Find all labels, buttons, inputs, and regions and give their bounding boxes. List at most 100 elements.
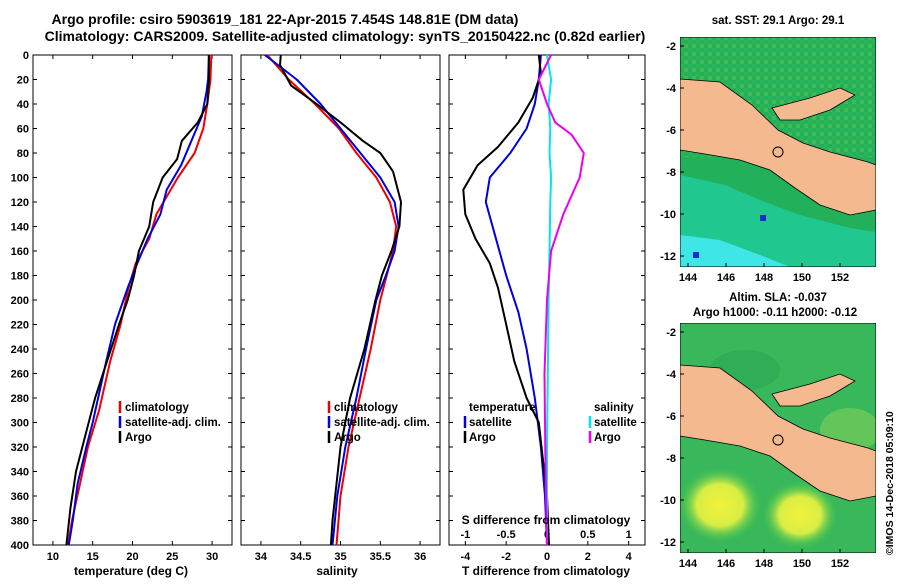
sla-map-axes: 144 146 148 150 152 -2 -4 -6 -8 -10 -12 bbox=[660, 327, 849, 570]
difference-panel: -4 -2 0 2 4-1 -0.5 0 0.5 1 bbox=[448, 54, 646, 563]
imos-watermark: ©IMOS 14-Dec-2018 05:09:10 bbox=[884, 411, 896, 555]
sla-map-subtitle: Argo h1000: -0.11 h2000: -0.12 bbox=[693, 307, 857, 319]
x2-tick-label: 0.5 bbox=[580, 529, 595, 541]
map-x-tick-label: 144 bbox=[679, 558, 698, 570]
map-x-tick-label: 148 bbox=[755, 272, 773, 284]
x-tick-label: 35 bbox=[334, 551, 346, 563]
difference-x2label: S difference from climatology bbox=[462, 513, 631, 527]
x-tick-label: 10 bbox=[47, 551, 59, 563]
depth-tick-label: 120 bbox=[11, 197, 29, 209]
map-y-tick-label: -4 bbox=[666, 369, 677, 381]
depth-tick-label: 320 bbox=[11, 442, 29, 454]
depth-tick-label: 60 bbox=[17, 124, 29, 136]
series-line-argo bbox=[279, 54, 402, 546]
series-line-salinity-satellite bbox=[546, 54, 553, 545]
depth-tick-label: 380 bbox=[11, 516, 29, 528]
map-y-tick-label: -10 bbox=[660, 209, 676, 221]
x-tick-label: 36 bbox=[414, 551, 426, 563]
salinity-xlabel: salinity bbox=[316, 564, 358, 578]
salinity-legend: climatology satellite-adj. clim. Argo bbox=[327, 401, 430, 444]
x-tick-label: 30 bbox=[206, 551, 218, 563]
temperature-plot-frame bbox=[32, 54, 233, 546]
x2-tick-label: -1 bbox=[460, 529, 470, 541]
legend-label-argo: Argo bbox=[334, 432, 361, 444]
salinity-plot-frame bbox=[240, 54, 441, 546]
legend-label-argo: Argo bbox=[125, 432, 152, 444]
depth-tick-label: 40 bbox=[17, 99, 29, 111]
sla-map-title: Altim. SLA: -0.037 bbox=[729, 292, 827, 304]
map-y-tick-label: -2 bbox=[666, 41, 676, 53]
sst-cold-pixel bbox=[693, 252, 699, 258]
map-y-tick-label: -8 bbox=[666, 453, 676, 465]
sst-cold-pixel bbox=[760, 215, 766, 221]
x-tick-label: 0 bbox=[544, 551, 550, 563]
depth-tick-label: 200 bbox=[11, 295, 29, 307]
depth-tick-label: 340 bbox=[11, 467, 29, 479]
legend-heading-temperature: temperature bbox=[469, 402, 535, 414]
header-title-line1: Argo profile: csiro 5903619_181 22-Apr-2… bbox=[52, 11, 519, 27]
map-y-tick-label: -12 bbox=[660, 537, 676, 549]
map-y-tick-label: -10 bbox=[660, 495, 676, 507]
x-tick-label: -4 bbox=[460, 551, 471, 563]
series-line-salinity-argo bbox=[537, 54, 585, 546]
x-tick-label: 15 bbox=[87, 551, 99, 563]
new-britain-land bbox=[771, 373, 856, 407]
map-x-tick-label: 150 bbox=[793, 558, 811, 570]
legend-label-satellite-adj: satellite-adj. clim. bbox=[125, 417, 221, 429]
legend-label-climatology: climatology bbox=[125, 402, 190, 414]
map-x-tick-label: 146 bbox=[717, 558, 735, 570]
x-tick-label: 34 bbox=[255, 551, 268, 563]
map-y-tick-label: -8 bbox=[666, 167, 676, 179]
sla-yellow-blob bbox=[762, 481, 838, 549]
x2-tick-label: -0.5 bbox=[497, 529, 516, 541]
sla-yellow-blob bbox=[680, 467, 762, 543]
legend-label-climatology: climatology bbox=[334, 402, 399, 414]
sst-map: sat. SST: 29.1 Argo: 29.1 144 146 148 150 15… bbox=[660, 15, 876, 284]
series-line-argo bbox=[65, 55, 210, 546]
legend-label-sal-argo: Argo bbox=[594, 432, 621, 444]
map-y-tick-label: -2 bbox=[666, 327, 676, 339]
map-y-tick-label: -6 bbox=[666, 125, 676, 137]
x-tick-label: 4 bbox=[626, 551, 633, 563]
x-tick-label: 20 bbox=[126, 551, 138, 563]
x-tick-label: 2 bbox=[585, 551, 591, 563]
x2-tick-label: 1 bbox=[626, 529, 632, 541]
depth-tick-label: 260 bbox=[11, 369, 29, 381]
map-x-tick-label: 150 bbox=[793, 272, 811, 284]
map-y-tick-label: -4 bbox=[666, 83, 677, 95]
sst-cyan-water bbox=[680, 235, 790, 267]
depth-tick-label: 240 bbox=[11, 344, 29, 356]
map-y-tick-label: -12 bbox=[660, 251, 676, 263]
depth-tick-label: 0 bbox=[23, 50, 29, 62]
difference-legend: temperature satellite Argo salinity sate… bbox=[463, 402, 637, 444]
legend-heading-salinity: salinity bbox=[594, 402, 634, 414]
depth-tick-label: 160 bbox=[11, 246, 29, 258]
x-tick-label: 35.5 bbox=[370, 551, 391, 563]
series-line-temperature-argo bbox=[462, 54, 550, 546]
depth-tick-label: 100 bbox=[11, 173, 29, 185]
argo-location-marker bbox=[772, 434, 784, 446]
x-tick-label: -2 bbox=[501, 551, 511, 563]
depth-tick-label: 140 bbox=[11, 222, 29, 234]
x-tick-label: 25 bbox=[166, 551, 178, 563]
depth-tick-label: 280 bbox=[11, 393, 29, 405]
map-x-tick-label: 148 bbox=[755, 558, 773, 570]
difference-xlabel: T difference from climatology bbox=[462, 564, 630, 578]
legend-label-temp-satellite: satellite bbox=[469, 417, 512, 429]
depth-tick-label: 300 bbox=[11, 418, 29, 430]
header-title-line2: Climatology: CARS2009. Satellite-adjuste… bbox=[45, 28, 646, 44]
legend-label-sal-satellite: satellite bbox=[594, 417, 637, 429]
sst-map-title: sat. SST: 29.1 Argo: 29.1 bbox=[712, 15, 845, 27]
temperature-xlabel: temperature (deg C) bbox=[74, 564, 188, 578]
series-line-satellite-adj-clim- bbox=[264, 54, 400, 546]
new-guinea-land bbox=[680, 364, 876, 502]
depth-tick-label: 400 bbox=[11, 540, 29, 552]
depth-tick-label: 360 bbox=[11, 491, 29, 503]
map-x-tick-label: 152 bbox=[831, 558, 849, 570]
legend-label-satellite-adj: satellite-adj. clim. bbox=[334, 417, 430, 429]
x-tick-label: 34.5 bbox=[290, 551, 311, 563]
legend-label-temp-argo: Argo bbox=[469, 432, 496, 444]
temperature-panel: 0 20 40 60 80 100 120 140 160 180 200 220 240 260 280 3… bbox=[11, 50, 233, 563]
sla-map: Altim. SLA: -0.037 Argo h1000: -0.11 h20… bbox=[660, 292, 876, 570]
